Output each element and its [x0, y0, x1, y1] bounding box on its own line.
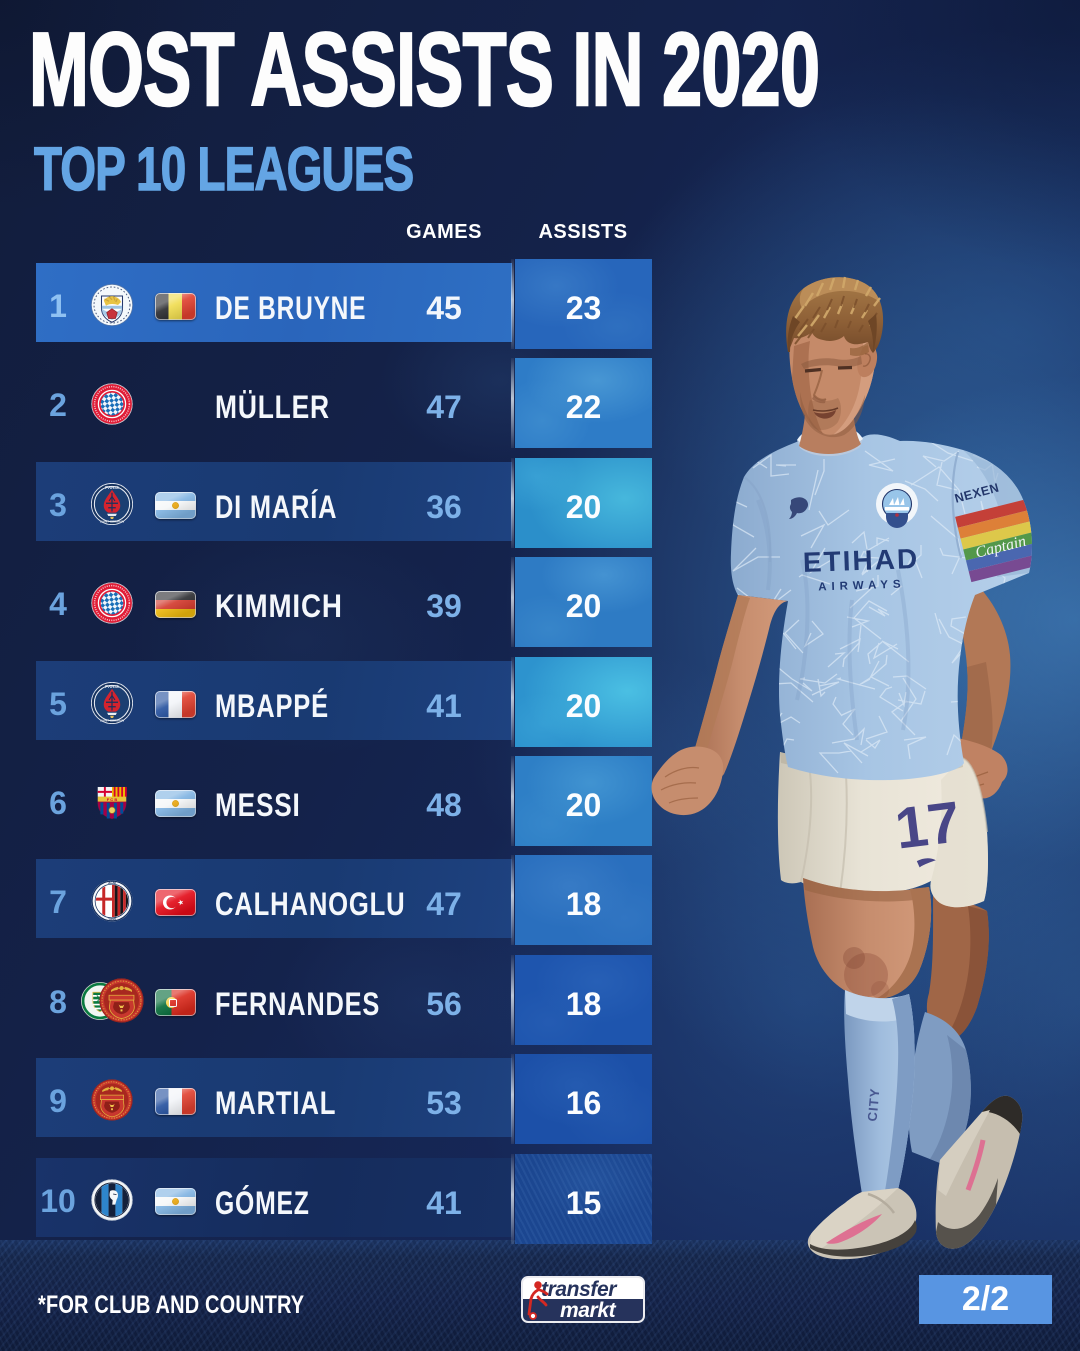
- svg-text:ETIHAD: ETIHAD: [802, 543, 919, 578]
- svg-text:AIRWAYS: AIRWAYS: [818, 578, 906, 593]
- svg-text:17: 17: [892, 789, 964, 861]
- svg-text:ACM: ACM: [108, 881, 116, 885]
- svg-text:F C B: F C B: [107, 797, 118, 802]
- svg-text:1899: 1899: [108, 918, 116, 922]
- svg-text:PARIS: PARIS: [105, 485, 119, 490]
- svg-text:SAINT-GERMAIN: SAINT-GERMAIN: [100, 718, 124, 722]
- svg-text:SAINT-GERMAIN: SAINT-GERMAIN: [100, 519, 124, 523]
- svg-text:PARIS: PARIS: [105, 684, 119, 689]
- svg-text:CITY: CITY: [865, 1087, 883, 1122]
